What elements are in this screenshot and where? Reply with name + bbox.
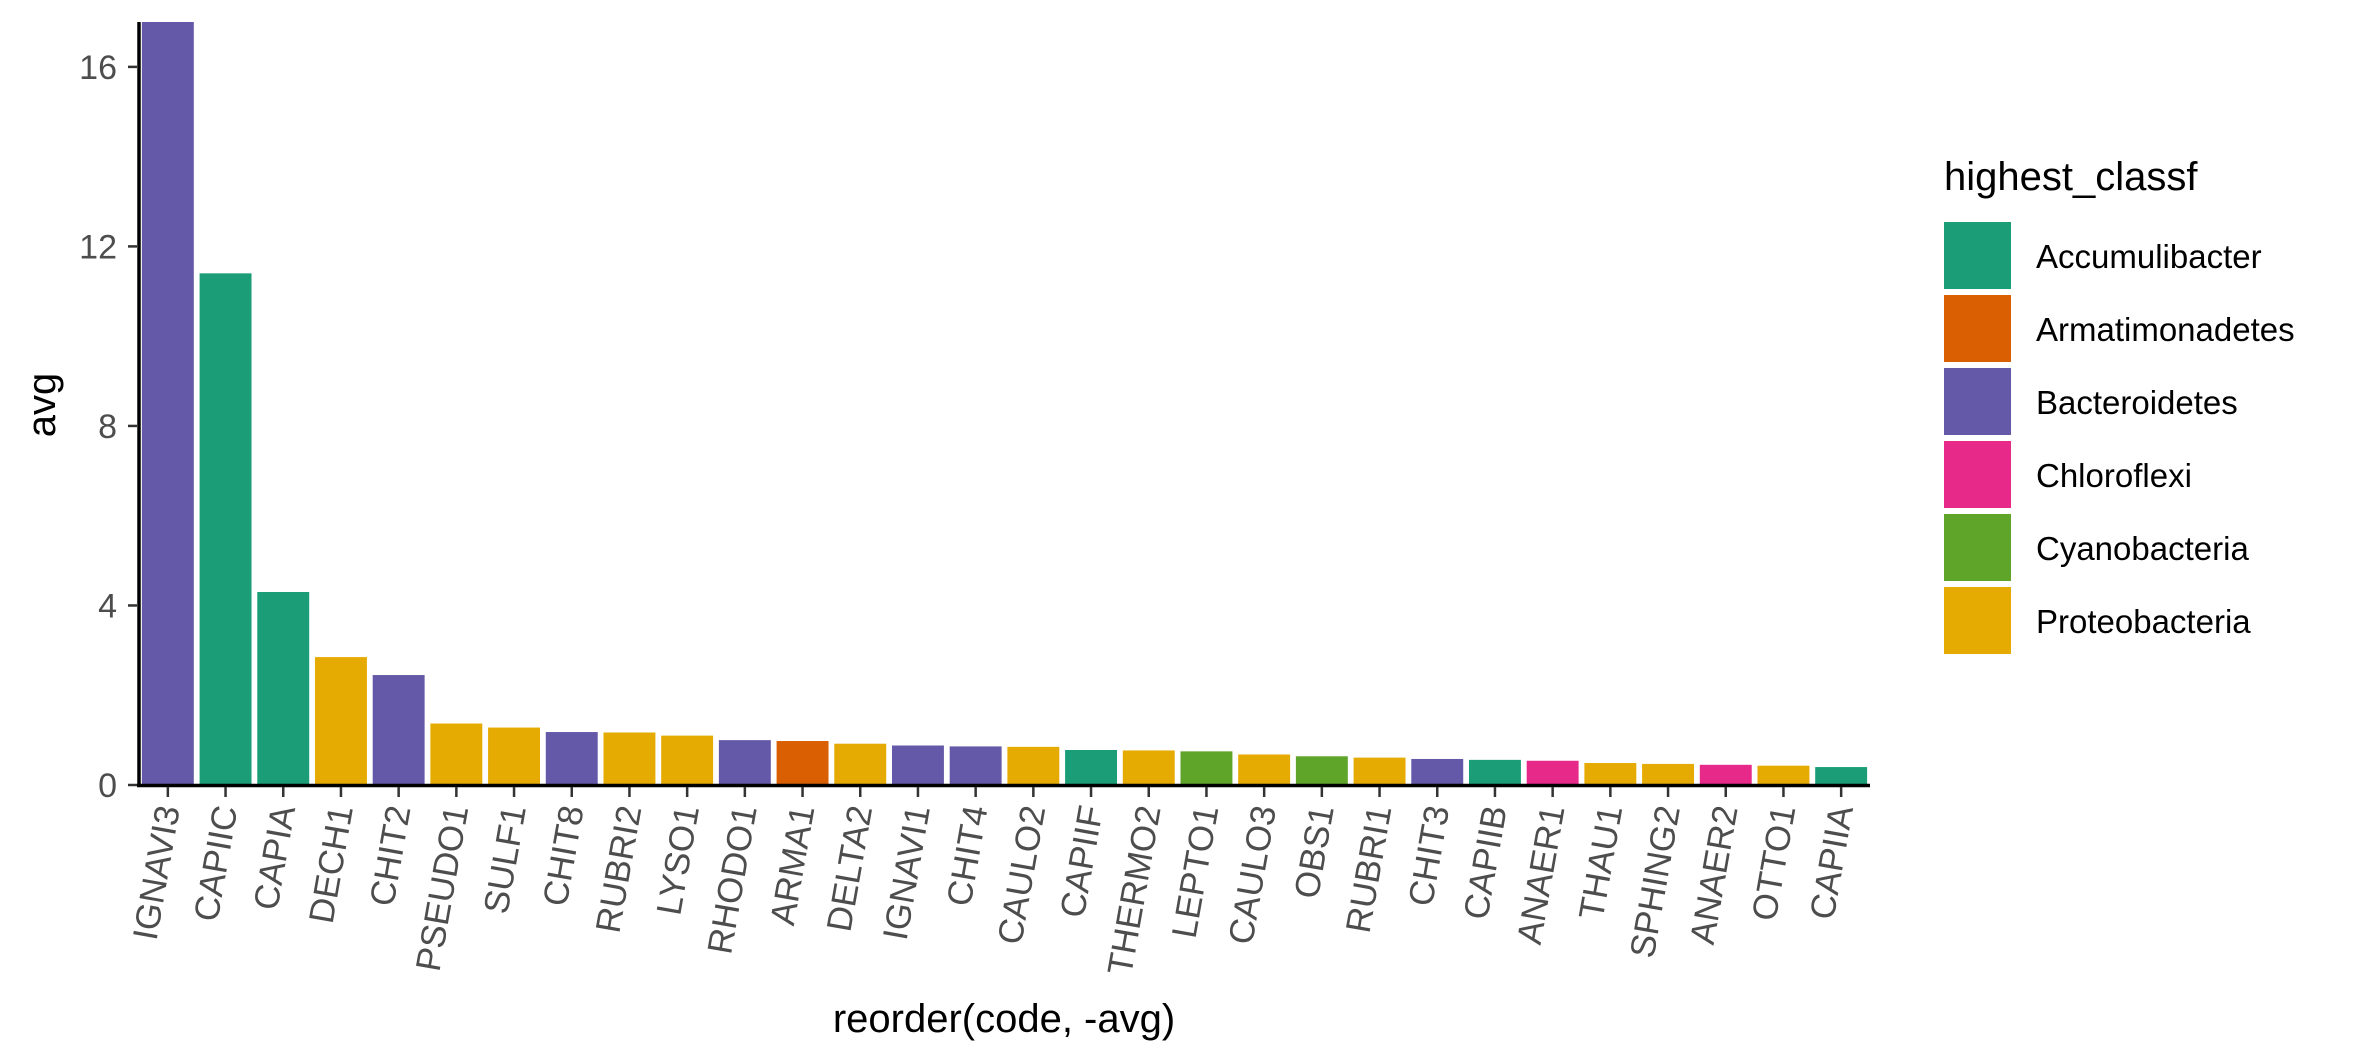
bar-obs1 (1295, 756, 1348, 785)
legend-label-proteobacteria: Proteobacteria (2036, 603, 2251, 640)
bar-ignavi3 (141, 22, 194, 785)
x-tick-label: RHODO1 (700, 803, 764, 957)
bar-delta2 (834, 743, 887, 785)
legend-swatch-chloroflexi (1944, 441, 2011, 508)
bar-ignavi1 (891, 745, 944, 785)
x-tick-label: LEPTO1 (1165, 803, 1227, 941)
x-tick-label: RUBRI1 (1339, 803, 1400, 936)
bar-dech1 (314, 657, 367, 785)
x-tick-label: CAPIIA (1803, 802, 1861, 922)
legend-swatch-bacteroidetes (1944, 368, 2011, 435)
legend-swatch-armatimonadetes (1944, 295, 2011, 362)
bar-anaer2 (1699, 764, 1752, 785)
x-tick-label: SPHING2 (1623, 803, 1688, 961)
bar-thermo2 (1122, 750, 1175, 785)
x-tick-label: CAPIIC (187, 803, 246, 925)
y-axis-title: avg (20, 373, 64, 438)
legend-label-chloroflexi: Chloroflexi (2036, 457, 2192, 494)
x-tick-label: LYSO1 (649, 803, 707, 918)
x-tick-label: THERMO2 (1101, 803, 1169, 978)
y-tick-label: 12 (79, 228, 117, 266)
x-tick-label: DECH1 (302, 803, 361, 927)
x-tick-label: ANAER1 (1510, 803, 1573, 948)
x-tick-label: CAPIA (246, 802, 303, 913)
x-tick-label: THAU1 (1572, 803, 1630, 923)
bar-sphing2 (1642, 763, 1695, 785)
x-tick-label: CAULO2 (990, 803, 1053, 948)
x-tick-label: CHIT4 (940, 803, 996, 909)
y-tick-label: 8 (98, 408, 117, 446)
x-tick-label: CAPIIB (1456, 803, 1514, 923)
x-tick-label: PSEUDO1 (409, 803, 476, 975)
x-tick-label: DELTA2 (820, 803, 880, 935)
legend-swatch-accumulibacter (1944, 222, 2011, 289)
bar-rubri1 (1353, 757, 1406, 785)
x-tick-label: OBS1 (1287, 803, 1342, 902)
bar-chit2 (372, 675, 425, 785)
bar-capiia (1815, 767, 1868, 785)
legend-label-armatimonadetes: Armatimonadetes (2036, 311, 2295, 348)
legend-title: highest_classf (1944, 155, 2198, 199)
bar-sulf1 (488, 727, 541, 785)
bar-chit8 (545, 732, 598, 785)
x-tick-label: CAULO3 (1221, 803, 1284, 948)
bar-rubri2 (603, 732, 656, 785)
bar-caulo3 (1238, 754, 1291, 785)
x-tick-label: CHIT8 (536, 803, 592, 909)
x-tick-label: CHIT3 (1401, 803, 1457, 909)
y-ticks-group: 0 4 8 12 16 (79, 49, 137, 805)
legend: highest_classf Accumulibacter Armatimonad… (1944, 155, 2295, 654)
x-axis-title: reorder(code, -avg) (833, 997, 1175, 1041)
x-tick-label: OTTO1 (1745, 803, 1804, 924)
bar-pseudo1 (430, 723, 483, 785)
bar-otto1 (1757, 765, 1810, 785)
x-tick-label: IGNAVI3 (126, 803, 188, 943)
bar-lepto1 (1180, 751, 1233, 785)
bar-capia (257, 592, 310, 785)
legend-label-cyanobacteria: Cyanobacteria (2036, 530, 2249, 567)
x-tick-label: RUBRI2 (589, 803, 650, 936)
bar-chit3 (1411, 758, 1464, 785)
legend-label-bacteroidetes: Bacteroidetes (2036, 384, 2238, 421)
bar-arma1 (776, 741, 829, 785)
x-tick-label: ARMA1 (763, 803, 822, 929)
legend-label-accumulibacter: Accumulibacter (2036, 238, 2262, 275)
y-tick-label: 4 (98, 587, 117, 625)
x-tick-label: SULF1 (477, 803, 534, 917)
bar-lyso1 (661, 735, 714, 785)
bar-rhodo1 (718, 740, 771, 785)
x-tick-label: ANAER2 (1683, 803, 1746, 948)
bar-capiic (199, 273, 252, 785)
x-tick-label: IGNAVI1 (876, 803, 938, 943)
bar-thau1 (1584, 763, 1637, 785)
y-tick-label: 0 (98, 767, 117, 805)
bar-caulo2 (1007, 746, 1060, 785)
legend-swatch-cyanobacteria (1944, 514, 2011, 581)
x-tick-label: CAPIIF (1053, 803, 1111, 921)
bar-capiif (1065, 749, 1118, 785)
y-tick-label: 16 (79, 49, 117, 87)
bar-chit4 (949, 746, 1002, 785)
legend-swatch-proteobacteria (1944, 587, 2011, 654)
x-tick-label: CHIT2 (363, 803, 419, 909)
bar-capiib (1468, 759, 1521, 785)
bars-group (141, 22, 1868, 785)
legend-items: Accumulibacter Armatimonadetes Bacteroidet… (1944, 222, 2295, 654)
bar-anaer1 (1526, 760, 1579, 785)
